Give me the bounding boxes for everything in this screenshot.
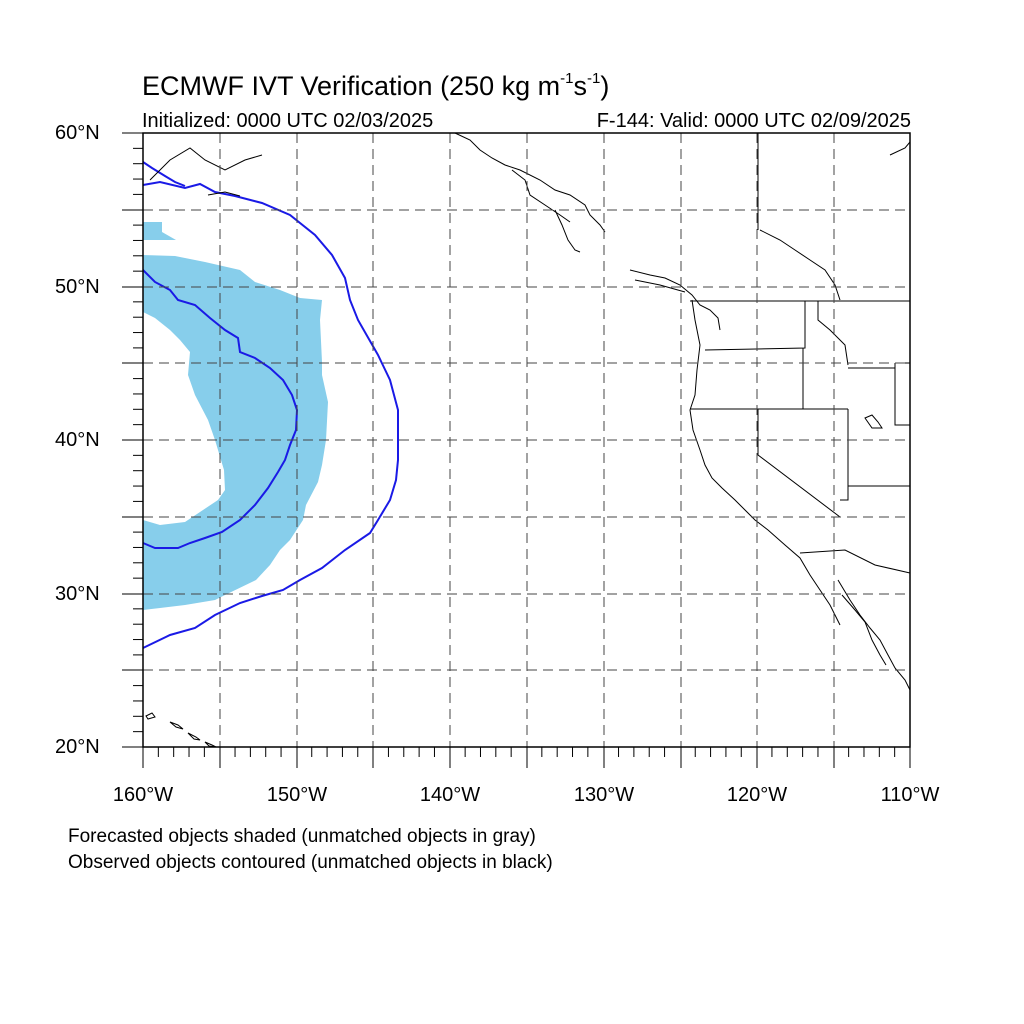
lon-label-130w: 130°W (573, 784, 635, 806)
lon-label-150w: 150°W (266, 784, 328, 806)
forecast-legend-note: Forecasted objects shaded (unmatched obj… (68, 826, 536, 847)
observed-ivt-contour-top (142, 161, 186, 187)
observed-legend-note: Observed objects contoured (unmatched ob… (68, 852, 553, 873)
lat-label-40n: 40°N (55, 429, 100, 451)
coastlines (149, 132, 911, 691)
initialized-label: Initialized: 0000 UTC 02/03/2025 (142, 110, 434, 132)
map-title: ECMWF IVT Verification (250 kg m-1s-1) (142, 70, 610, 101)
lon-label-110w: 110°W (880, 784, 940, 806)
lon-label-120w: 120°W (726, 784, 788, 806)
lat-label-60n: 60°N (55, 122, 100, 144)
lat-label-50n: 50°N (55, 276, 100, 298)
axis-ticks (122, 132, 911, 768)
state-borders (690, 133, 911, 574)
lon-label-160w: 160°W (112, 784, 174, 806)
valid-time-label: F-144: Valid: 0000 UTC 02/09/2025 (596, 110, 911, 132)
lat-label-20n: 20°N (55, 736, 100, 758)
graticule (143, 133, 910, 747)
lat-label-30n: 30°N (55, 583, 100, 605)
forecast-ivt-object (143, 222, 328, 610)
observed-ivt-contour-outer (142, 180, 399, 649)
minor-axis-ticks (133, 147, 896, 757)
lon-label-140w: 140°W (419, 784, 481, 806)
